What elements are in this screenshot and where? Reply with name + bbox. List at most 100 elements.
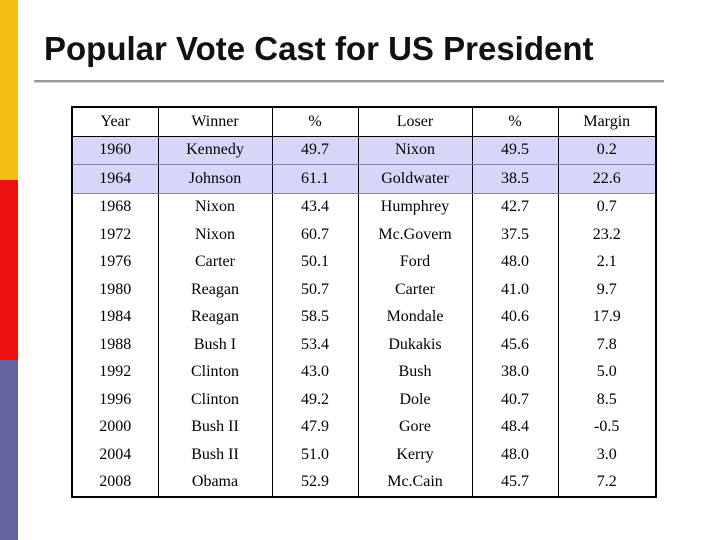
cell-winner-percent: 58.5 — [271, 303, 359, 331]
header-margin: Margin — [557, 107, 657, 137]
header-winner: Winner — [157, 107, 273, 137]
table-header-row: Year Winner % Loser % Margin — [71, 107, 657, 137]
cell-year: 1960 — [71, 135, 159, 165]
cell-winner-percent: 60.7 — [271, 221, 359, 249]
cell-winner-percent: 43.0 — [271, 358, 359, 386]
cell-winner: Bush II — [157, 441, 273, 469]
cell-year: 1988 — [71, 331, 159, 359]
cell-winner-percent: 51.0 — [271, 441, 359, 469]
cell-winner-percent: 43.4 — [271, 193, 359, 221]
cell-winner-percent: 53.4 — [271, 331, 359, 359]
cell-year: 1984 — [71, 303, 159, 331]
cell-winner: Clinton — [157, 358, 273, 386]
cell-loser: Nixon — [357, 135, 473, 165]
cell-winner-percent: 50.1 — [271, 248, 359, 276]
cell-winner-percent: 47.9 — [271, 413, 359, 441]
cell-winner-percent: 49.2 — [271, 386, 359, 414]
cell-winner: Nixon — [157, 193, 273, 221]
cell-loser: Dukakis — [357, 331, 473, 359]
cell-loser-percent: 40.7 — [471, 386, 559, 414]
popular-vote-table: Year Winner % Loser % Margin 1960 Kennedy… — [71, 106, 657, 498]
cell-loser-percent: 45.6 — [471, 331, 559, 359]
cell-winner: Kennedy — [157, 135, 273, 165]
cell-year: 1996 — [71, 386, 159, 414]
cell-margin: 17.9 — [557, 303, 657, 331]
table-row: 1960 Kennedy 49.7 Nixon 49.5 0.2 — [71, 135, 657, 165]
cell-margin: 7.2 — [557, 468, 657, 497]
cell-year: 1972 — [71, 221, 159, 249]
cell-loser-percent: 48.0 — [471, 248, 559, 276]
cell-loser-percent: 45.7 — [471, 468, 559, 497]
cell-winner: Bush I — [157, 331, 273, 359]
cell-winner: Reagan — [157, 276, 273, 304]
cell-margin: 0.7 — [557, 193, 657, 221]
table-row: 2008 Obama 52.9 Mc.Cain 45.7 7.2 — [71, 468, 657, 497]
cell-winner-percent: 49.7 — [271, 135, 359, 165]
cell-winner-percent: 52.9 — [271, 468, 359, 497]
cell-winner: Johnson — [157, 164, 273, 194]
cell-loser-percent: 48.0 — [471, 441, 559, 469]
cell-loser: Gore — [357, 413, 473, 441]
slide-title: Popular Vote Cast for US President — [44, 30, 594, 67]
cell-margin: 0.2 — [557, 135, 657, 165]
cell-margin: 2.1 — [557, 248, 657, 276]
table-row: 1968 Nixon 43.4 Humphrey 42.7 0.7 — [71, 193, 657, 221]
cell-loser: Ford — [357, 248, 473, 276]
cell-loser-percent: 49.5 — [471, 135, 559, 165]
table-row: 1988 Bush I 53.4 Dukakis 45.6 7.8 — [71, 331, 657, 359]
cell-winner: Bush II — [157, 413, 273, 441]
cell-winner-percent: 50.7 — [271, 276, 359, 304]
cell-year: 2000 — [71, 413, 159, 441]
cell-loser-percent: 41.0 — [471, 276, 559, 304]
cell-loser: Kerry — [357, 441, 473, 469]
title-underline — [34, 80, 664, 83]
cell-winner: Obama — [157, 468, 273, 497]
cell-year: 1992 — [71, 358, 159, 386]
cell-year: 1968 — [71, 193, 159, 221]
cell-margin: 3.0 — [557, 441, 657, 469]
cell-year: 2008 — [71, 468, 159, 497]
cell-loser-percent: 40.6 — [471, 303, 559, 331]
table-body: 1960 Kennedy 49.7 Nixon 49.5 0.2 1964 Johnson 61… — [71, 135, 657, 497]
cell-year: 1976 — [71, 248, 159, 276]
cell-loser: Carter — [357, 276, 473, 304]
cell-loser-percent: 42.7 — [471, 193, 559, 221]
table-row: 2000 Bush II 47.9 Gore 48.4 -0.5 — [71, 413, 657, 441]
cell-year: 1980 — [71, 276, 159, 304]
table-row: 1984 Reagan 58.5 Mondale 40.6 17.9 — [71, 303, 657, 331]
accent-bar-blue — [0, 360, 18, 540]
cell-margin: 7.8 — [557, 331, 657, 359]
cell-loser: Goldwater — [357, 164, 473, 194]
accent-bar-yellow — [0, 0, 18, 180]
cell-loser-percent: 38.5 — [471, 164, 559, 194]
accent-bar-red — [0, 180, 18, 360]
cell-year: 1964 — [71, 164, 159, 194]
header-winner-percent: % — [271, 107, 359, 137]
cell-loser: Dole — [357, 386, 473, 414]
cell-loser-percent: 38.0 — [471, 358, 559, 386]
cell-loser: Humphrey — [357, 193, 473, 221]
table-row: 1980 Reagan 50.7 Carter 41.0 9.7 — [71, 276, 657, 304]
header-loser: Loser — [357, 107, 473, 137]
cell-loser: Mc.Cain — [357, 468, 473, 497]
header-year: Year — [71, 107, 159, 137]
cell-winner-percent: 61.1 — [271, 164, 359, 194]
cell-loser: Mondale — [357, 303, 473, 331]
header-loser-percent: % — [471, 107, 559, 137]
table-row: 1972 Nixon 60.7 Mc.Govern 37.5 23.2 — [71, 221, 657, 249]
cell-margin: 22.6 — [557, 164, 657, 194]
cell-winner: Clinton — [157, 386, 273, 414]
cell-margin: 5.0 — [557, 358, 657, 386]
cell-loser-percent: 37.5 — [471, 221, 559, 249]
cell-margin: 8.5 — [557, 386, 657, 414]
cell-loser: Bush — [357, 358, 473, 386]
cell-winner: Nixon — [157, 221, 273, 249]
table-row: 1996 Clinton 49.2 Dole 40.7 8.5 — [71, 386, 657, 414]
cell-year: 2004 — [71, 441, 159, 469]
table-row: 2004 Bush II 51.0 Kerry 48.0 3.0 — [71, 441, 657, 469]
table-row: 1964 Johnson 61.1 Goldwater 38.5 22.6 — [71, 164, 657, 194]
table-row: 1992 Clinton 43.0 Bush 38.0 5.0 — [71, 358, 657, 386]
cell-loser: Mc.Govern — [357, 221, 473, 249]
cell-margin: -0.5 — [557, 413, 657, 441]
cell-winner: Reagan — [157, 303, 273, 331]
